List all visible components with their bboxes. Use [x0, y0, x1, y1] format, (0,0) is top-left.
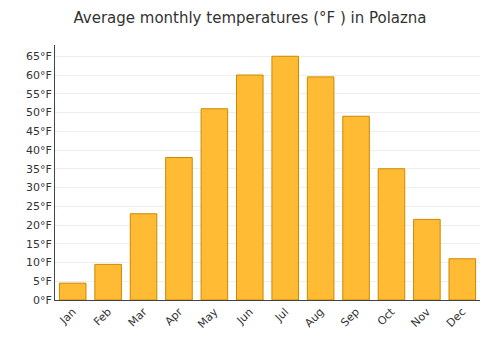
svg-text:Average monthly temperatures (: Average monthly temperatures (°F ) in Po…: [73, 9, 426, 27]
svg-text:65°F: 65°F: [26, 50, 52, 63]
svg-text:60°F: 60°F: [26, 69, 52, 82]
svg-text:Aug: Aug: [302, 306, 326, 330]
svg-text:Apr: Apr: [162, 305, 185, 328]
svg-text:0°F: 0°F: [33, 294, 52, 307]
svg-text:10°F: 10°F: [26, 256, 52, 269]
svg-text:Mar: Mar: [126, 305, 150, 329]
svg-text:5°F: 5°F: [33, 275, 52, 288]
svg-text:Nov: Nov: [409, 305, 434, 330]
svg-text:Dec: Dec: [444, 306, 468, 330]
svg-text:50°F: 50°F: [26, 106, 52, 119]
svg-text:40°F: 40°F: [26, 144, 52, 157]
svg-text:25°F: 25°F: [26, 200, 52, 213]
svg-text:20°F: 20°F: [26, 219, 52, 232]
svg-text:Jan: Jan: [57, 306, 79, 328]
svg-text:Sep: Sep: [338, 306, 362, 330]
svg-text:30°F: 30°F: [26, 181, 52, 194]
svg-text:55°F: 55°F: [26, 88, 52, 101]
svg-text:Oct: Oct: [375, 305, 398, 328]
svg-text:Jul: Jul: [272, 306, 291, 325]
svg-text:35°F: 35°F: [26, 163, 52, 176]
svg-text:Feb: Feb: [91, 306, 114, 329]
svg-text:Jun: Jun: [234, 305, 256, 327]
svg-text:May: May: [195, 305, 221, 331]
svg-text:15°F: 15°F: [26, 238, 52, 251]
svg-text:45°F: 45°F: [26, 125, 52, 138]
